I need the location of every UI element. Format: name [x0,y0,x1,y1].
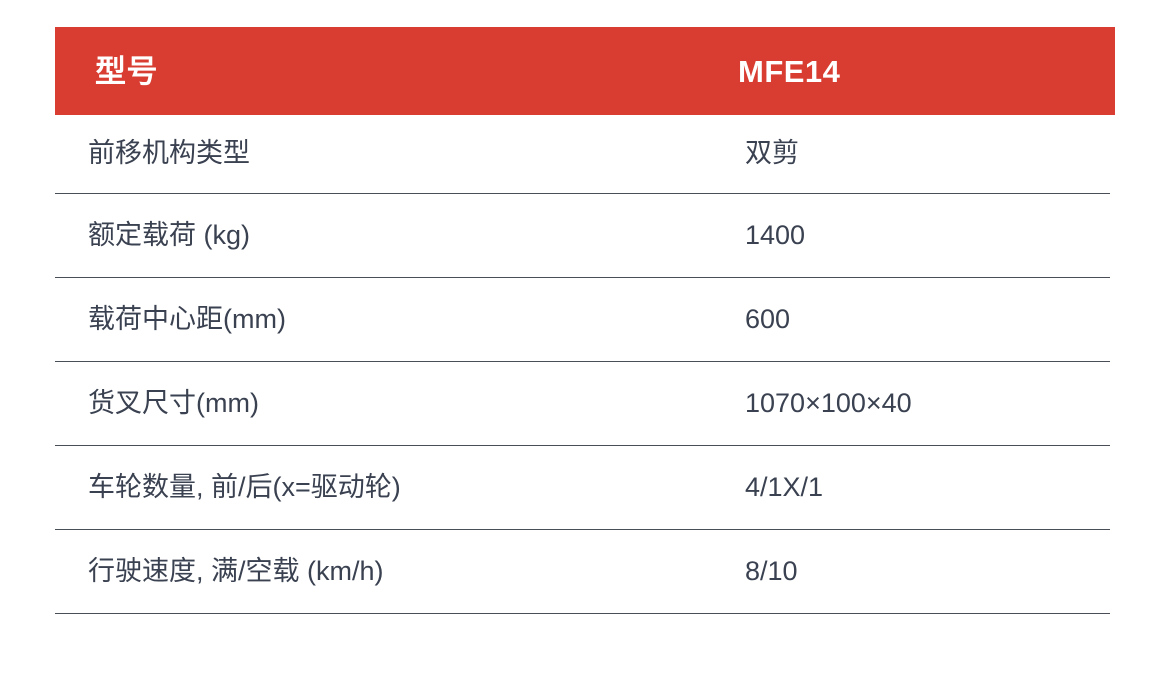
row-value: 双剪 [745,138,799,169]
row-value: 1070×100×40 [745,387,912,418]
row-label: 额定载荷 (kg) [88,219,250,250]
table-body: 前移机构类型 双剪 额定载荷 (kg) 1400 载荷中心距(mm) 600 货… [55,115,1110,614]
header-cell-model-value: MFE14 [738,53,841,89]
table-row: 额定载荷 (kg) 1400 [55,194,1110,278]
table-row: 货叉尺寸(mm) 1070×100×40 [55,362,1110,446]
row-label: 载荷中心距(mm) [88,303,286,334]
row-value: 1400 [745,219,806,250]
row-value: 600 [745,303,791,334]
row-value: 4/1X/1 [745,471,824,502]
table-row: 载荷中心距(mm) 600 [55,278,1110,362]
row-label: 前移机构类型 [88,138,250,169]
table-row: 车轮数量, 前/后(x=驱动轮) 4/1X/1 [55,446,1110,530]
row-label: 车轮数量, 前/后(x=驱动轮) [88,471,401,502]
table-row: 行驶速度, 满/空载 (km/h) 8/10 [55,530,1110,614]
specification-table: 型号 MFE14 前移机构类型 双剪 额定载荷 (kg) 1400 载荷中心距(… [55,27,1115,614]
table-row: 前移机构类型 双剪 [55,115,1110,194]
row-label: 货叉尺寸(mm) [88,387,259,418]
row-value: 8/10 [745,555,798,586]
header-cell-model: 型号 [95,53,158,89]
row-label: 行驶速度, 满/空载 (km/h) [88,555,384,586]
table-header-row: 型号 MFE14 [55,27,1115,115]
